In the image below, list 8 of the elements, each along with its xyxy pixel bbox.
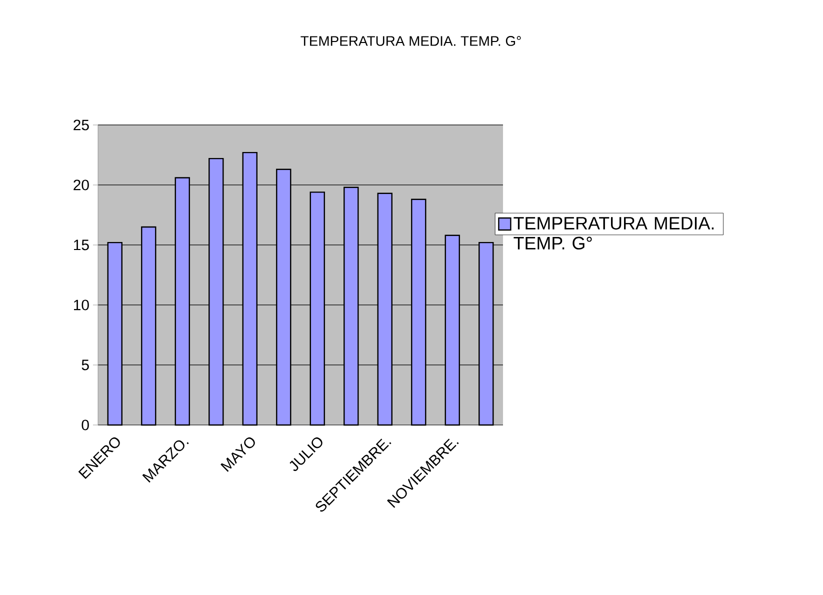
y-tick-label: 0	[82, 420, 89, 430]
y-tick-label: 25	[74, 120, 89, 130]
y-tick-label: 5	[82, 360, 89, 370]
y-tick-label: 20	[74, 180, 89, 190]
chart-title: TEMPERATURA MEDIA. TEMP. G°	[300, 36, 521, 46]
y-tick-label: 15	[74, 240, 89, 250]
y-tick-label: 10	[74, 300, 89, 310]
legend-label: TEMPERATURA MEDIA. TEMP. G°	[514, 217, 714, 250]
